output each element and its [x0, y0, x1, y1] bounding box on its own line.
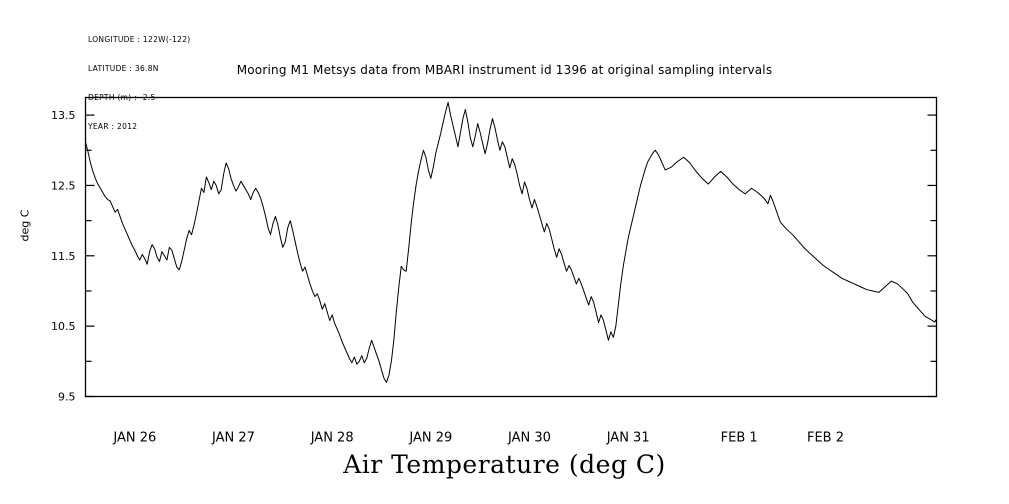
x-axis-day-labels: JAN 26 JAN 27 JAN 28 JAN 29 JAN 30 JAN 31 FEB …	[112, 431, 844, 446]
x-axis-title: Air Temperature (deg C)	[343, 450, 666, 479]
y-tick-label: 9.5	[58, 391, 76, 404]
x-day-label: JAN 27	[211, 431, 255, 446]
y-tick-label: 13.5	[51, 109, 76, 122]
y-axis-ticks	[85, 114, 937, 398]
chart-title: Mooring M1 Metsys data from MBARI instru…	[236, 63, 773, 77]
y-tick-label: 12.5	[51, 179, 76, 192]
x-day-label: JAN 30	[507, 431, 551, 446]
metadata-latitude: LATITUDE : 36.8N	[88, 63, 159, 73]
data-series-path	[85, 101, 937, 383]
x-day-label: JAN 31	[606, 431, 650, 446]
data-line-air-temperature	[85, 101, 937, 383]
x-day-label: FEB 2	[807, 431, 844, 446]
x-day-label: JAN 28	[310, 431, 354, 446]
plot-frame	[84, 96, 938, 398]
y-tick-label: 11.5	[51, 250, 76, 263]
y-axis-tick-labels: 9.5 10.5 11.5 12.5 13.5	[51, 109, 76, 403]
metadata-longitude: LONGITUDE : 122W(-122)	[88, 35, 191, 45]
x-day-label: JAN 26	[112, 431, 156, 446]
x-day-label: FEB 1	[721, 431, 758, 446]
metadata-year: YEAR : 2012	[88, 121, 138, 131]
y-tick-label: 10.5	[51, 320, 76, 333]
x-day-label: JAN 29	[408, 431, 452, 446]
